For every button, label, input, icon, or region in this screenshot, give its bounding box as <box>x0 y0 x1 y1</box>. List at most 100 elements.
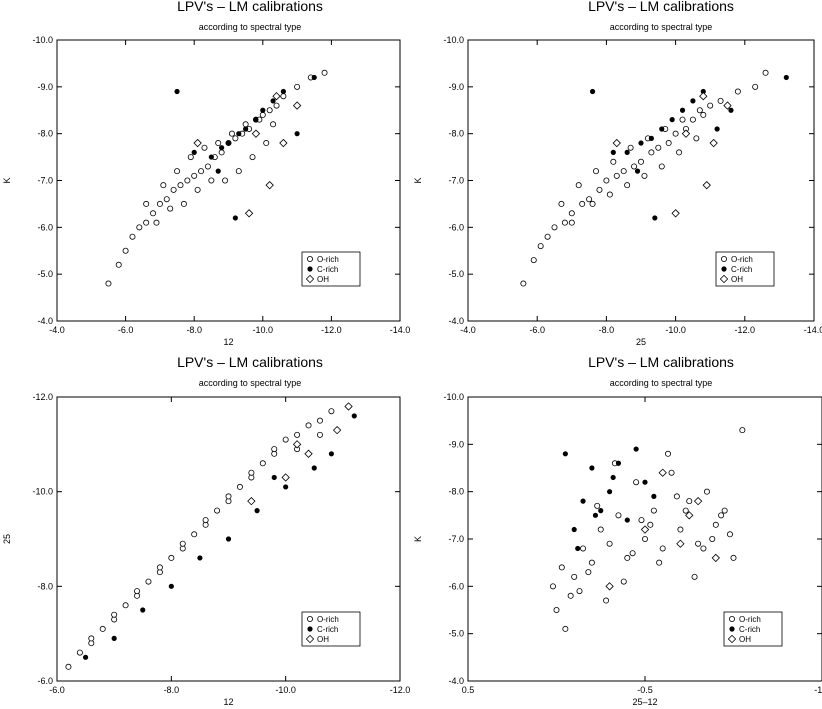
o-rich-point <box>134 588 141 595</box>
y-tick-label: -5.0 <box>448 269 464 279</box>
oh-point <box>671 209 680 218</box>
o-rich-point <box>65 663 72 670</box>
chart-subtitle: according to spectral type <box>609 22 713 32</box>
o-rich-point <box>665 140 672 147</box>
o-rich-point <box>160 182 167 189</box>
y-axis-label: K <box>413 177 423 183</box>
x-tick-label: -10.0 <box>253 325 274 335</box>
o-rich-point <box>328 408 335 415</box>
y-tick-label: -9.0 <box>448 439 464 449</box>
legend-marker <box>729 626 735 632</box>
oh-point <box>676 539 685 548</box>
c-rich-point <box>714 126 720 132</box>
legend-marker <box>307 266 313 272</box>
c-rich-point <box>168 583 174 589</box>
c-rich-point <box>311 74 317 81</box>
c-rich-point <box>232 215 238 221</box>
y-tick-label: -5.0 <box>37 269 53 279</box>
o-rich-point <box>105 280 112 287</box>
o-rich-point <box>717 97 724 104</box>
c-rich-point <box>592 512 599 518</box>
y-tick-label: -10.0 <box>443 35 464 45</box>
o-rich-point <box>150 210 157 217</box>
o-rich-point <box>679 116 686 123</box>
legend-label: C-rich <box>731 265 752 274</box>
c-rich-point <box>208 154 214 160</box>
c-rich-point <box>589 465 595 471</box>
c-rich-point <box>659 126 665 132</box>
y-axis-label: K <box>413 536 423 542</box>
o-rich-point <box>580 545 587 552</box>
o-rich-point <box>561 219 568 226</box>
o-rich-point <box>615 512 622 519</box>
o-rich-point <box>259 111 266 118</box>
o-rich-point <box>76 649 83 656</box>
c-rich-point <box>562 451 568 457</box>
o-rich-point <box>589 200 596 207</box>
c-rich-point <box>648 135 654 141</box>
y-axis-label: K <box>2 177 12 183</box>
legend-marker <box>307 626 313 632</box>
o-rich-point <box>585 569 592 576</box>
y-tick-label: -10.0 <box>32 35 53 45</box>
o-rich-point <box>689 116 696 123</box>
o-rich-point <box>174 168 181 175</box>
c-rich-point <box>328 451 334 457</box>
o-rich-point <box>202 517 209 524</box>
o-rich-point <box>294 83 301 90</box>
x-tick-label: -8.0 <box>164 685 180 695</box>
oh-point <box>304 449 313 458</box>
c-rich-point <box>294 131 300 137</box>
o-rich-point <box>567 592 574 599</box>
x-tick-label: -12.0 <box>390 685 411 695</box>
o-rich-point <box>593 168 600 175</box>
o-rich-point <box>575 182 582 189</box>
o-rich-point <box>242 121 249 128</box>
chart-title: LPV's – LM calibrations <box>177 0 323 14</box>
o-rich-point <box>648 149 655 156</box>
c-rich-point <box>728 107 734 113</box>
c-rich-point <box>610 474 616 481</box>
c-rich-point <box>225 140 232 146</box>
o-rich-point <box>676 149 683 156</box>
oh-point <box>281 473 290 482</box>
o-rich-point <box>673 493 680 500</box>
o-rich-point <box>597 526 604 533</box>
c-rich-point <box>571 526 577 533</box>
x-axis-label: 25–12 <box>632 697 657 707</box>
c-rich-point <box>783 74 789 81</box>
o-rich-point <box>236 483 243 490</box>
x-tick-label: -8.0 <box>186 325 202 335</box>
o-rich-point <box>571 573 578 580</box>
y-tick-label: -8.0 <box>37 581 53 591</box>
y-tick-label: -10.0 <box>32 487 53 497</box>
o-rich-point <box>558 564 565 571</box>
o-rich-point <box>266 107 273 114</box>
c-rich-point <box>215 168 221 174</box>
o-rich-point <box>610 158 617 165</box>
o-rich-point <box>170 186 177 193</box>
y-tick-label: -4.0 <box>448 316 464 326</box>
o-rich-point <box>691 573 698 580</box>
o-rich-point <box>677 526 684 533</box>
legend-label: OH <box>317 635 329 644</box>
c-rich-point <box>575 545 581 552</box>
y-tick-label: -6.0 <box>448 581 464 591</box>
o-rich-point <box>248 469 255 476</box>
o-rich-point <box>603 597 610 604</box>
o-rich-point <box>168 554 175 561</box>
o-rich-point <box>696 107 703 114</box>
x-tick-label: 0.5 <box>462 685 475 695</box>
o-rich-point <box>316 431 323 438</box>
o-rich-point <box>520 280 527 287</box>
o-rich-point <box>177 182 184 189</box>
c-rich-point <box>82 654 89 660</box>
c-rich-point <box>624 517 630 523</box>
c-rich-point <box>624 149 630 155</box>
x-tick-label: -14.0 <box>804 325 822 335</box>
o-rich-point <box>88 635 95 642</box>
o-rich-point <box>658 163 665 170</box>
o-rich-point <box>553 606 560 613</box>
o-rich-point <box>739 427 746 434</box>
y-tick-label: -7.0 <box>37 176 53 186</box>
